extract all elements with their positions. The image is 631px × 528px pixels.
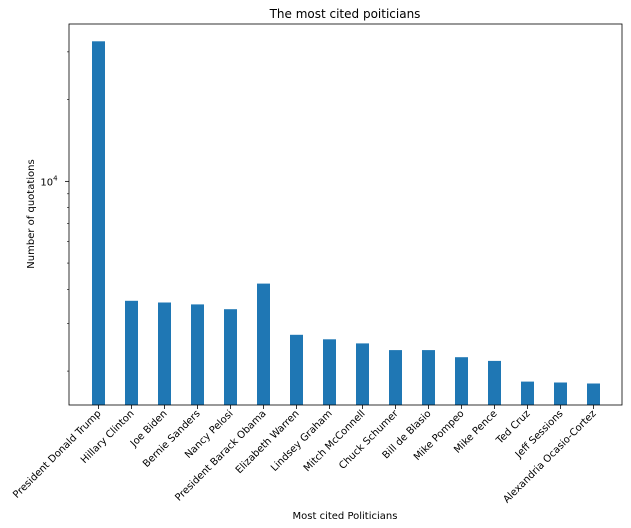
x-tick-label: Bernie Sanders bbox=[141, 408, 203, 470]
bar bbox=[587, 383, 600, 405]
x-tick-label: Mitch McConnell bbox=[302, 408, 368, 474]
bar bbox=[125, 300, 138, 405]
bar bbox=[422, 350, 435, 405]
bar bbox=[158, 302, 171, 405]
bar bbox=[488, 360, 501, 405]
y-tick-label: 104 bbox=[40, 174, 58, 188]
bar bbox=[191, 304, 204, 405]
bar bbox=[257, 283, 270, 405]
x-tick-label: Chuck Schumer bbox=[337, 408, 401, 472]
x-tick-label: Lindsey Graham bbox=[269, 408, 335, 474]
bar bbox=[389, 350, 402, 405]
bar bbox=[323, 339, 336, 405]
plot-frame bbox=[68, 23, 623, 406]
bar bbox=[455, 357, 468, 405]
bar bbox=[92, 41, 105, 406]
bar bbox=[521, 381, 534, 405]
chart-title: The most cited poiticians bbox=[269, 7, 421, 21]
bar bbox=[554, 382, 567, 405]
bar bbox=[290, 334, 303, 405]
x-tick-label: Elizabeth Warren bbox=[234, 408, 302, 476]
y-axis-label: Number of quotations bbox=[26, 159, 37, 268]
bar bbox=[356, 343, 369, 405]
bars-group bbox=[92, 41, 600, 406]
bar bbox=[224, 309, 237, 405]
y-ticks: 104 bbox=[40, 51, 69, 372]
x-axis-label: Most cited Politicians bbox=[293, 511, 398, 522]
